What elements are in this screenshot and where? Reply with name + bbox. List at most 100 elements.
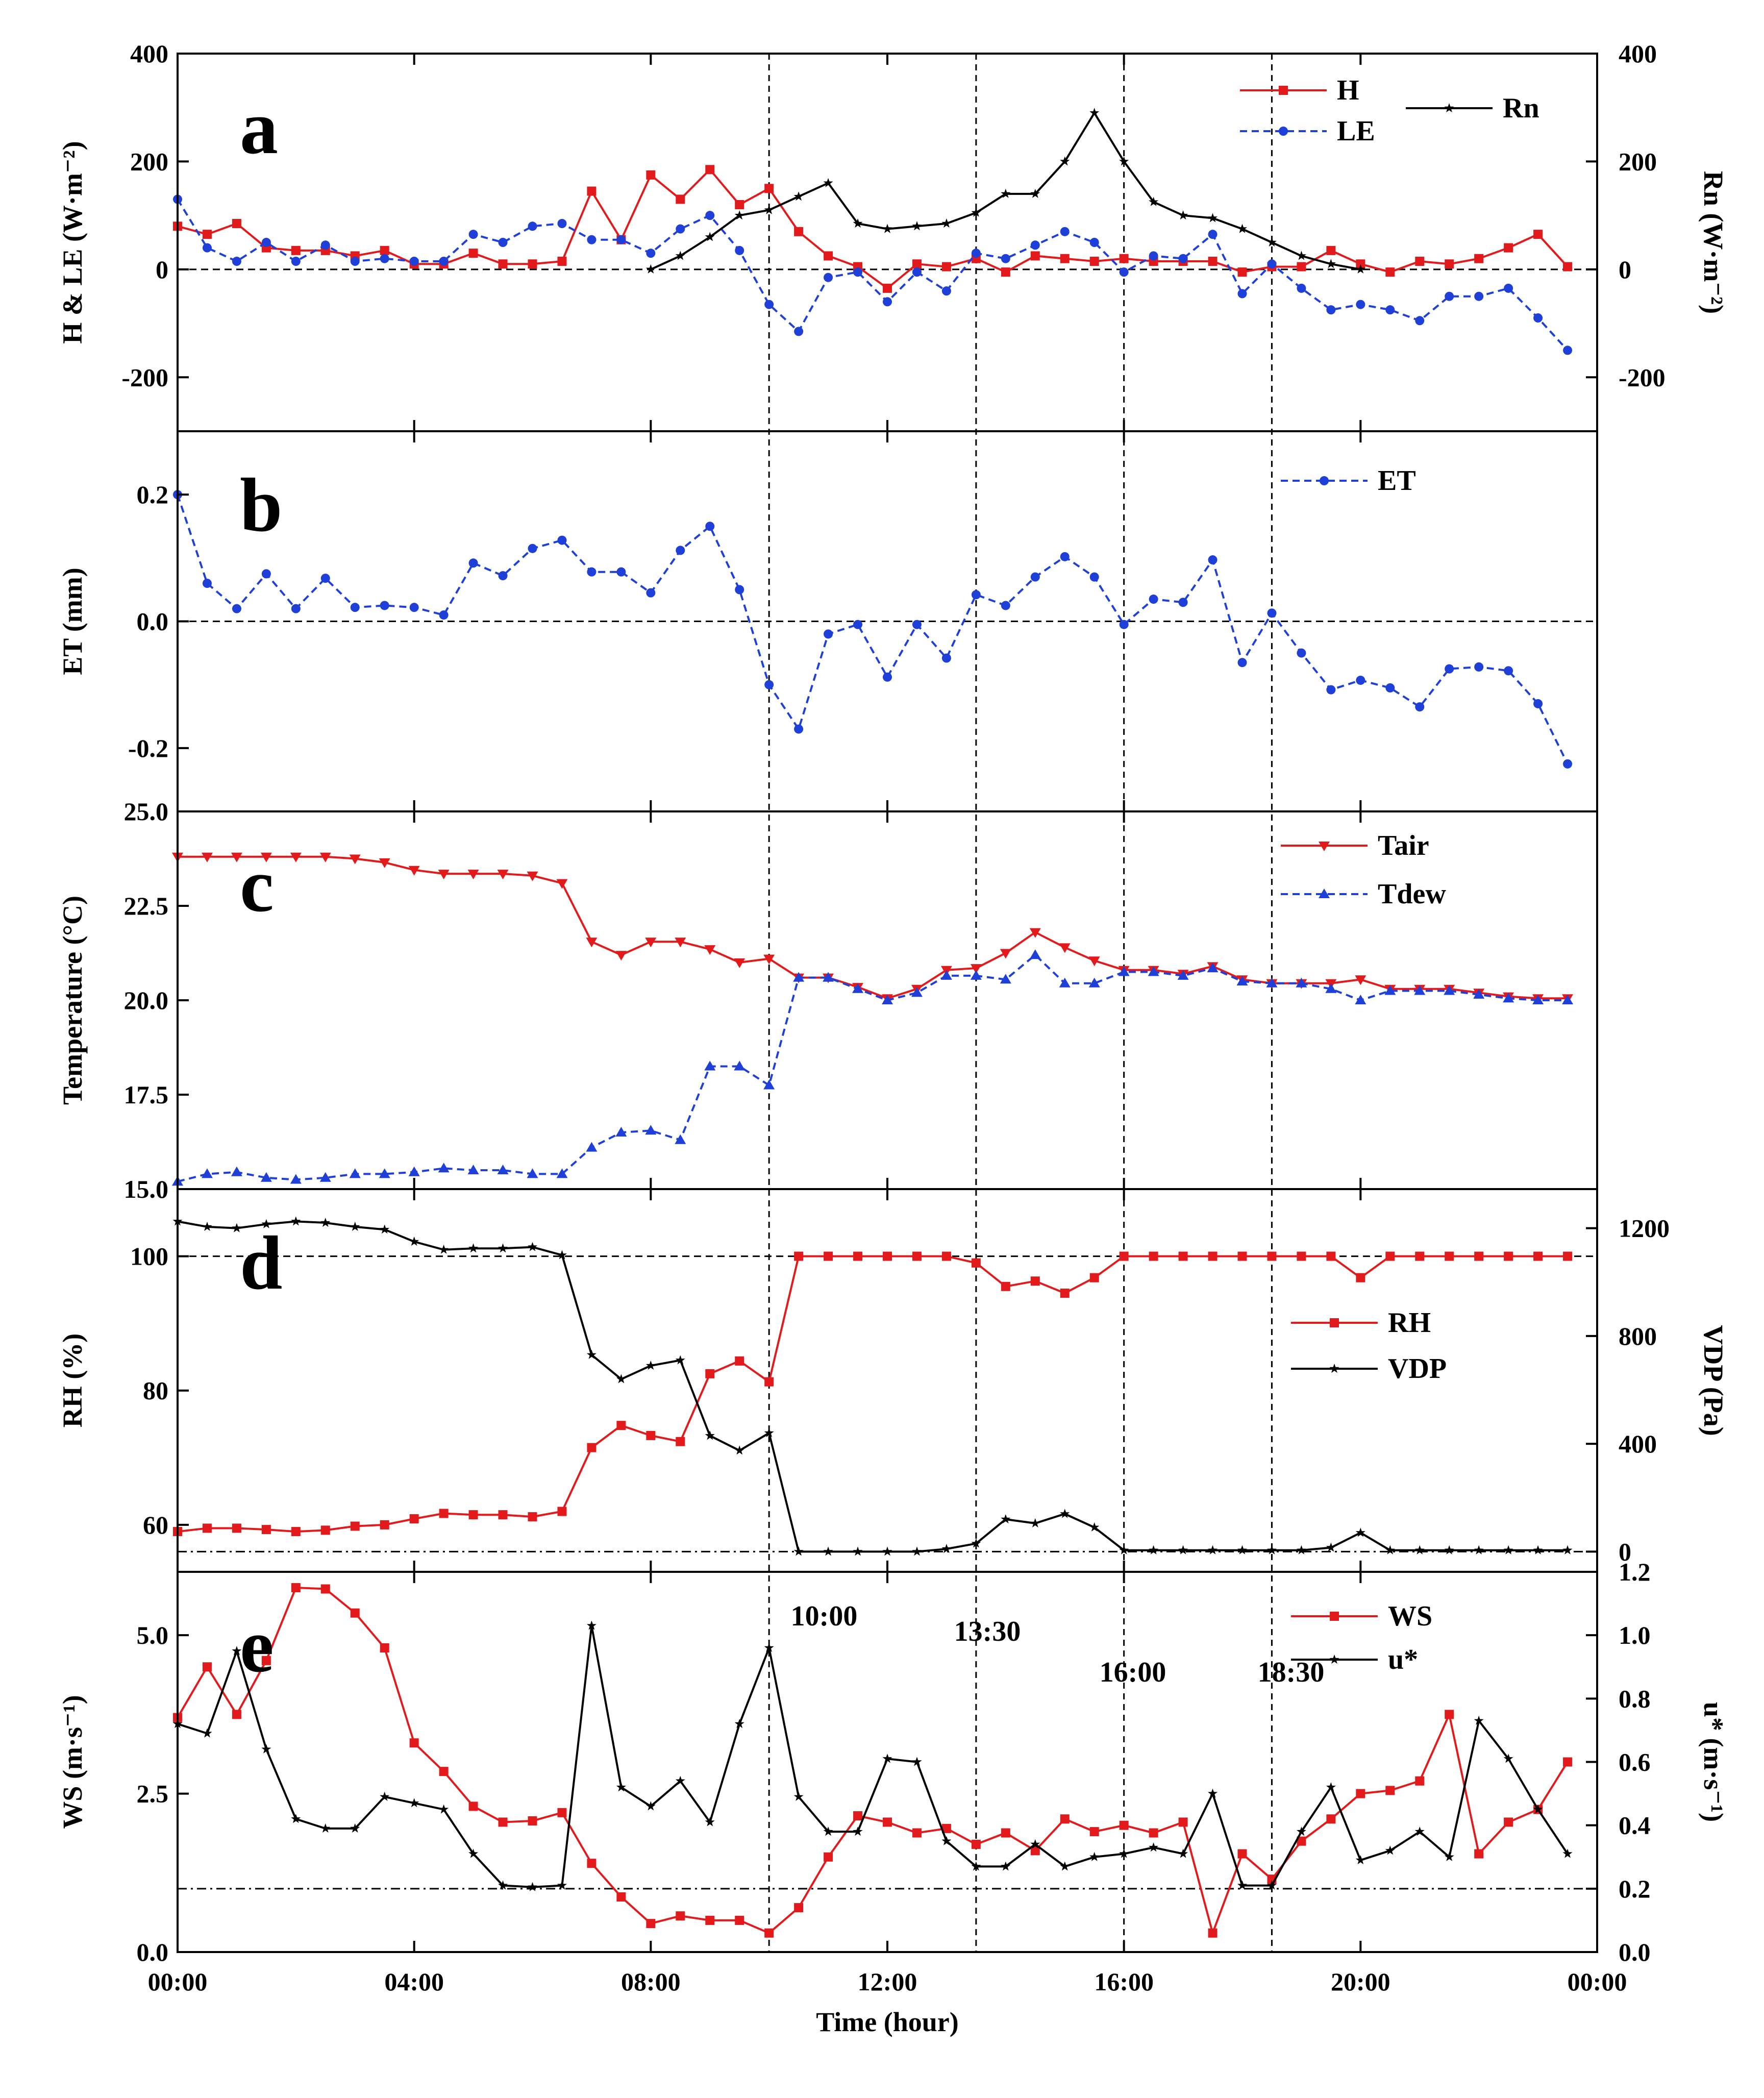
data-point [1178, 1817, 1188, 1827]
data-point [883, 1817, 892, 1827]
data-point [528, 1512, 537, 1522]
data-point [586, 1349, 597, 1359]
data-point [467, 870, 479, 880]
data-point [1237, 267, 1247, 277]
data-point [1356, 675, 1365, 685]
data-point [676, 1911, 685, 1921]
y-tick-label: 200 [130, 147, 168, 176]
x-tick-label: 12:00 [858, 1967, 917, 1996]
data-point [468, 558, 478, 568]
y-axis-title-left: RH (%) [57, 1334, 88, 1427]
data-point [1563, 1251, 1573, 1261]
data-point [1563, 345, 1573, 355]
data-point [1149, 595, 1158, 604]
data-point [1415, 702, 1425, 712]
data-point [1030, 1839, 1040, 1848]
series-line-RH [177, 1255, 1568, 1533]
data-point [824, 251, 833, 261]
y-tick-label-right: 0.4 [1619, 1811, 1651, 1840]
panel-letter: a [240, 85, 278, 170]
legend-marker [1319, 888, 1330, 898]
data-point [734, 1445, 744, 1455]
data-point [705, 1817, 715, 1827]
data-point [1236, 976, 1248, 985]
x-tick-label: 00:00 [148, 1967, 208, 1996]
series-line-ET [177, 494, 1569, 764]
data-point [734, 210, 744, 220]
data-point [261, 1744, 271, 1754]
data-point [1445, 1251, 1454, 1261]
data-point [941, 1836, 952, 1845]
data-point [261, 238, 271, 247]
data-point [853, 1827, 863, 1836]
data-point [645, 1361, 656, 1370]
data-point [1533, 699, 1543, 708]
data-point [734, 958, 746, 968]
data-point [1000, 974, 1011, 984]
legend-marker [1329, 1364, 1339, 1373]
y-tick-label: 17.5 [124, 1080, 169, 1109]
data-point [1030, 240, 1040, 250]
data-point [201, 1168, 213, 1178]
labels-layer: 10:00 13:30 16:00 18:30 H LE Rn -200 0 200 400 -200… [57, 39, 1729, 2037]
data-point [202, 243, 212, 253]
data-point [883, 1251, 892, 1261]
data-point [1356, 300, 1365, 309]
data-point [1504, 283, 1513, 293]
x-tick-label: 00:00 [1568, 1967, 1627, 1996]
data-point [1415, 1251, 1425, 1261]
data-point [261, 1656, 271, 1665]
data-point [498, 1880, 508, 1890]
x-tick-label: 08:00 [621, 1967, 681, 1996]
y-axis-title-right: Rn (W·m⁻²) [1698, 171, 1729, 314]
data-point [1474, 1849, 1484, 1859]
data-point [1029, 928, 1041, 938]
data-point [1445, 664, 1454, 674]
data-point [1208, 1545, 1218, 1554]
data-point [1237, 1545, 1247, 1554]
data-point [1178, 210, 1188, 220]
data-point [823, 972, 834, 982]
data-point [1118, 966, 1130, 976]
data-point [527, 1168, 538, 1178]
y-tick-label: 0 [156, 255, 168, 284]
data-point [290, 1174, 302, 1184]
data-point [616, 1374, 626, 1384]
time-marker-label: 18:30 [1258, 1657, 1325, 1688]
data-point [528, 221, 537, 231]
data-point [1237, 1849, 1247, 1859]
data-point [408, 866, 420, 876]
data-point [912, 620, 922, 629]
y-tick-label-right: 0.2 [1619, 1874, 1651, 1903]
data-point [1474, 254, 1484, 263]
data-point [971, 1861, 981, 1871]
data-point [1149, 251, 1158, 261]
data-point [1030, 572, 1040, 582]
data-point [1474, 1715, 1484, 1725]
data-point [349, 1168, 361, 1178]
data-point [350, 603, 360, 612]
data-point [823, 1827, 833, 1836]
data-point [1119, 1251, 1129, 1261]
data-point [1444, 985, 1455, 995]
data-point [853, 267, 863, 277]
data-point [291, 1216, 301, 1226]
time-marker-label: 16:00 [1100, 1657, 1166, 1688]
data-point [1415, 316, 1425, 326]
y-tick-label: -200 [121, 363, 168, 391]
legend-marker [1330, 1318, 1339, 1327]
data-point [291, 1814, 301, 1823]
data-point [1119, 254, 1129, 263]
data-point [439, 610, 449, 620]
data-point [941, 1544, 952, 1553]
data-point [409, 1237, 419, 1246]
data-point [231, 1166, 242, 1176]
data-point [971, 1839, 981, 1849]
data-point [764, 680, 774, 689]
data-point [380, 254, 389, 263]
legend-label: ET [1378, 465, 1416, 497]
data-point [676, 224, 685, 234]
data-point [1474, 291, 1484, 301]
data-point [380, 1520, 389, 1529]
